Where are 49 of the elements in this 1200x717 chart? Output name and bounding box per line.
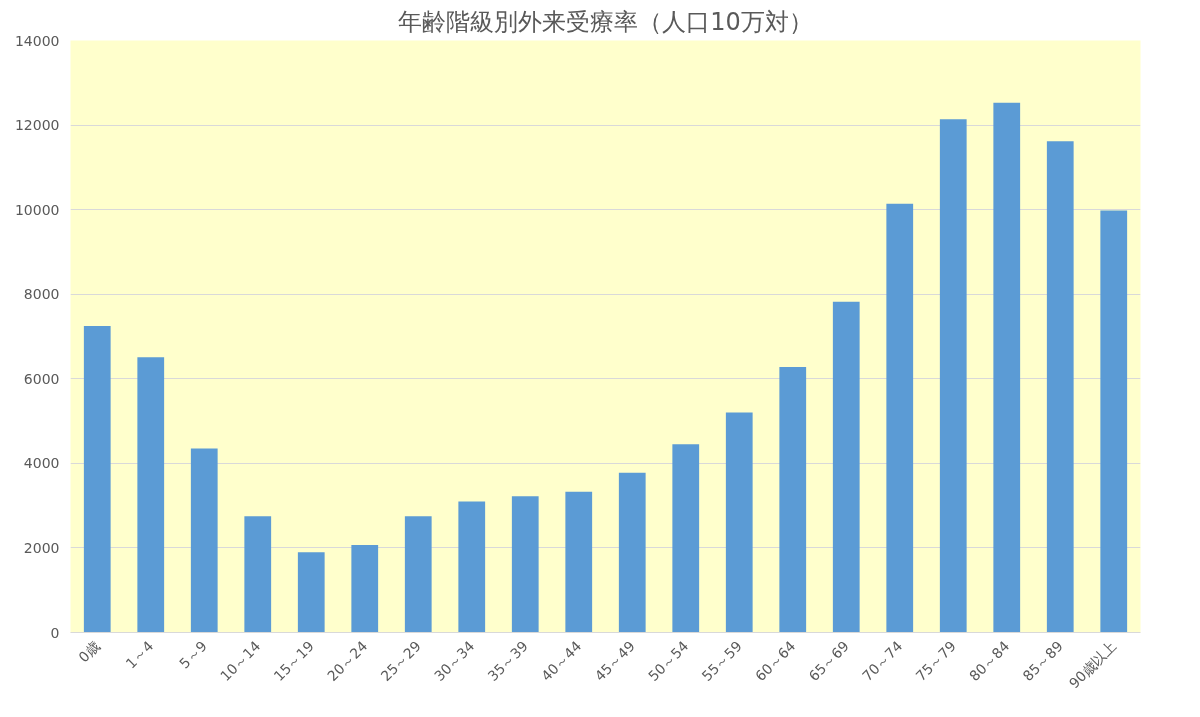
x-tick-label: 70～74 [858,637,906,685]
y-tick-label: 2000 [23,539,60,556]
x-tick-label: 55～59 [698,637,745,685]
bar [565,491,593,633]
x-tick-label: 1～4 [122,637,157,672]
x-tick-label: 5～9 [176,637,210,672]
bar [725,412,753,633]
bar [83,325,111,633]
x-tick-label: 35～39 [484,637,531,685]
bar [244,516,272,633]
x-tick-label: 85～89 [1019,637,1066,685]
bar [404,516,432,633]
y-tick-label: 0 [50,624,60,641]
y-tick-label: 6000 [23,370,60,387]
y-tick-label: 12000 [14,117,60,134]
bar [351,544,379,633]
bar [672,444,700,633]
x-tick-label: 50～54 [644,637,692,685]
x-tick-label: 80～84 [965,637,1013,685]
x-tick-label: 30～34 [430,637,478,685]
bar [939,119,967,633]
bar [458,501,486,633]
y-tick-label: 8000 [23,286,60,303]
bar [886,203,914,633]
x-tick-label: 20～24 [323,637,371,685]
y-tick-label: 10000 [14,201,60,218]
chart-title: 年齢階級別外来受療率（人口10万対） [398,7,813,36]
x-tick-label: 15～19 [270,637,317,685]
bar [993,102,1021,633]
bar [618,472,646,633]
y-tick-label: 4000 [23,455,60,472]
x-tick-label: 65～69 [805,637,852,685]
x-tick-label: 0歳 [75,637,103,666]
x-tick-label: 10～14 [216,637,264,685]
x-tick-label: 90歳以上 [1065,637,1120,692]
bar [511,496,539,633]
bar [190,448,218,633]
bar [1100,210,1128,633]
x-tick-label: 40～44 [537,637,585,685]
x-tick-label: 60～64 [751,637,799,685]
x-tick-label: 25～29 [377,637,424,685]
x-tick-label: 75～79 [912,637,959,685]
bar [832,301,860,633]
x-tick-label: 45～49 [591,637,638,685]
bar [779,366,807,633]
bar [297,552,325,633]
bar [1046,141,1074,633]
y-tick-label: 14000 [14,32,60,49]
bar [137,357,165,633]
